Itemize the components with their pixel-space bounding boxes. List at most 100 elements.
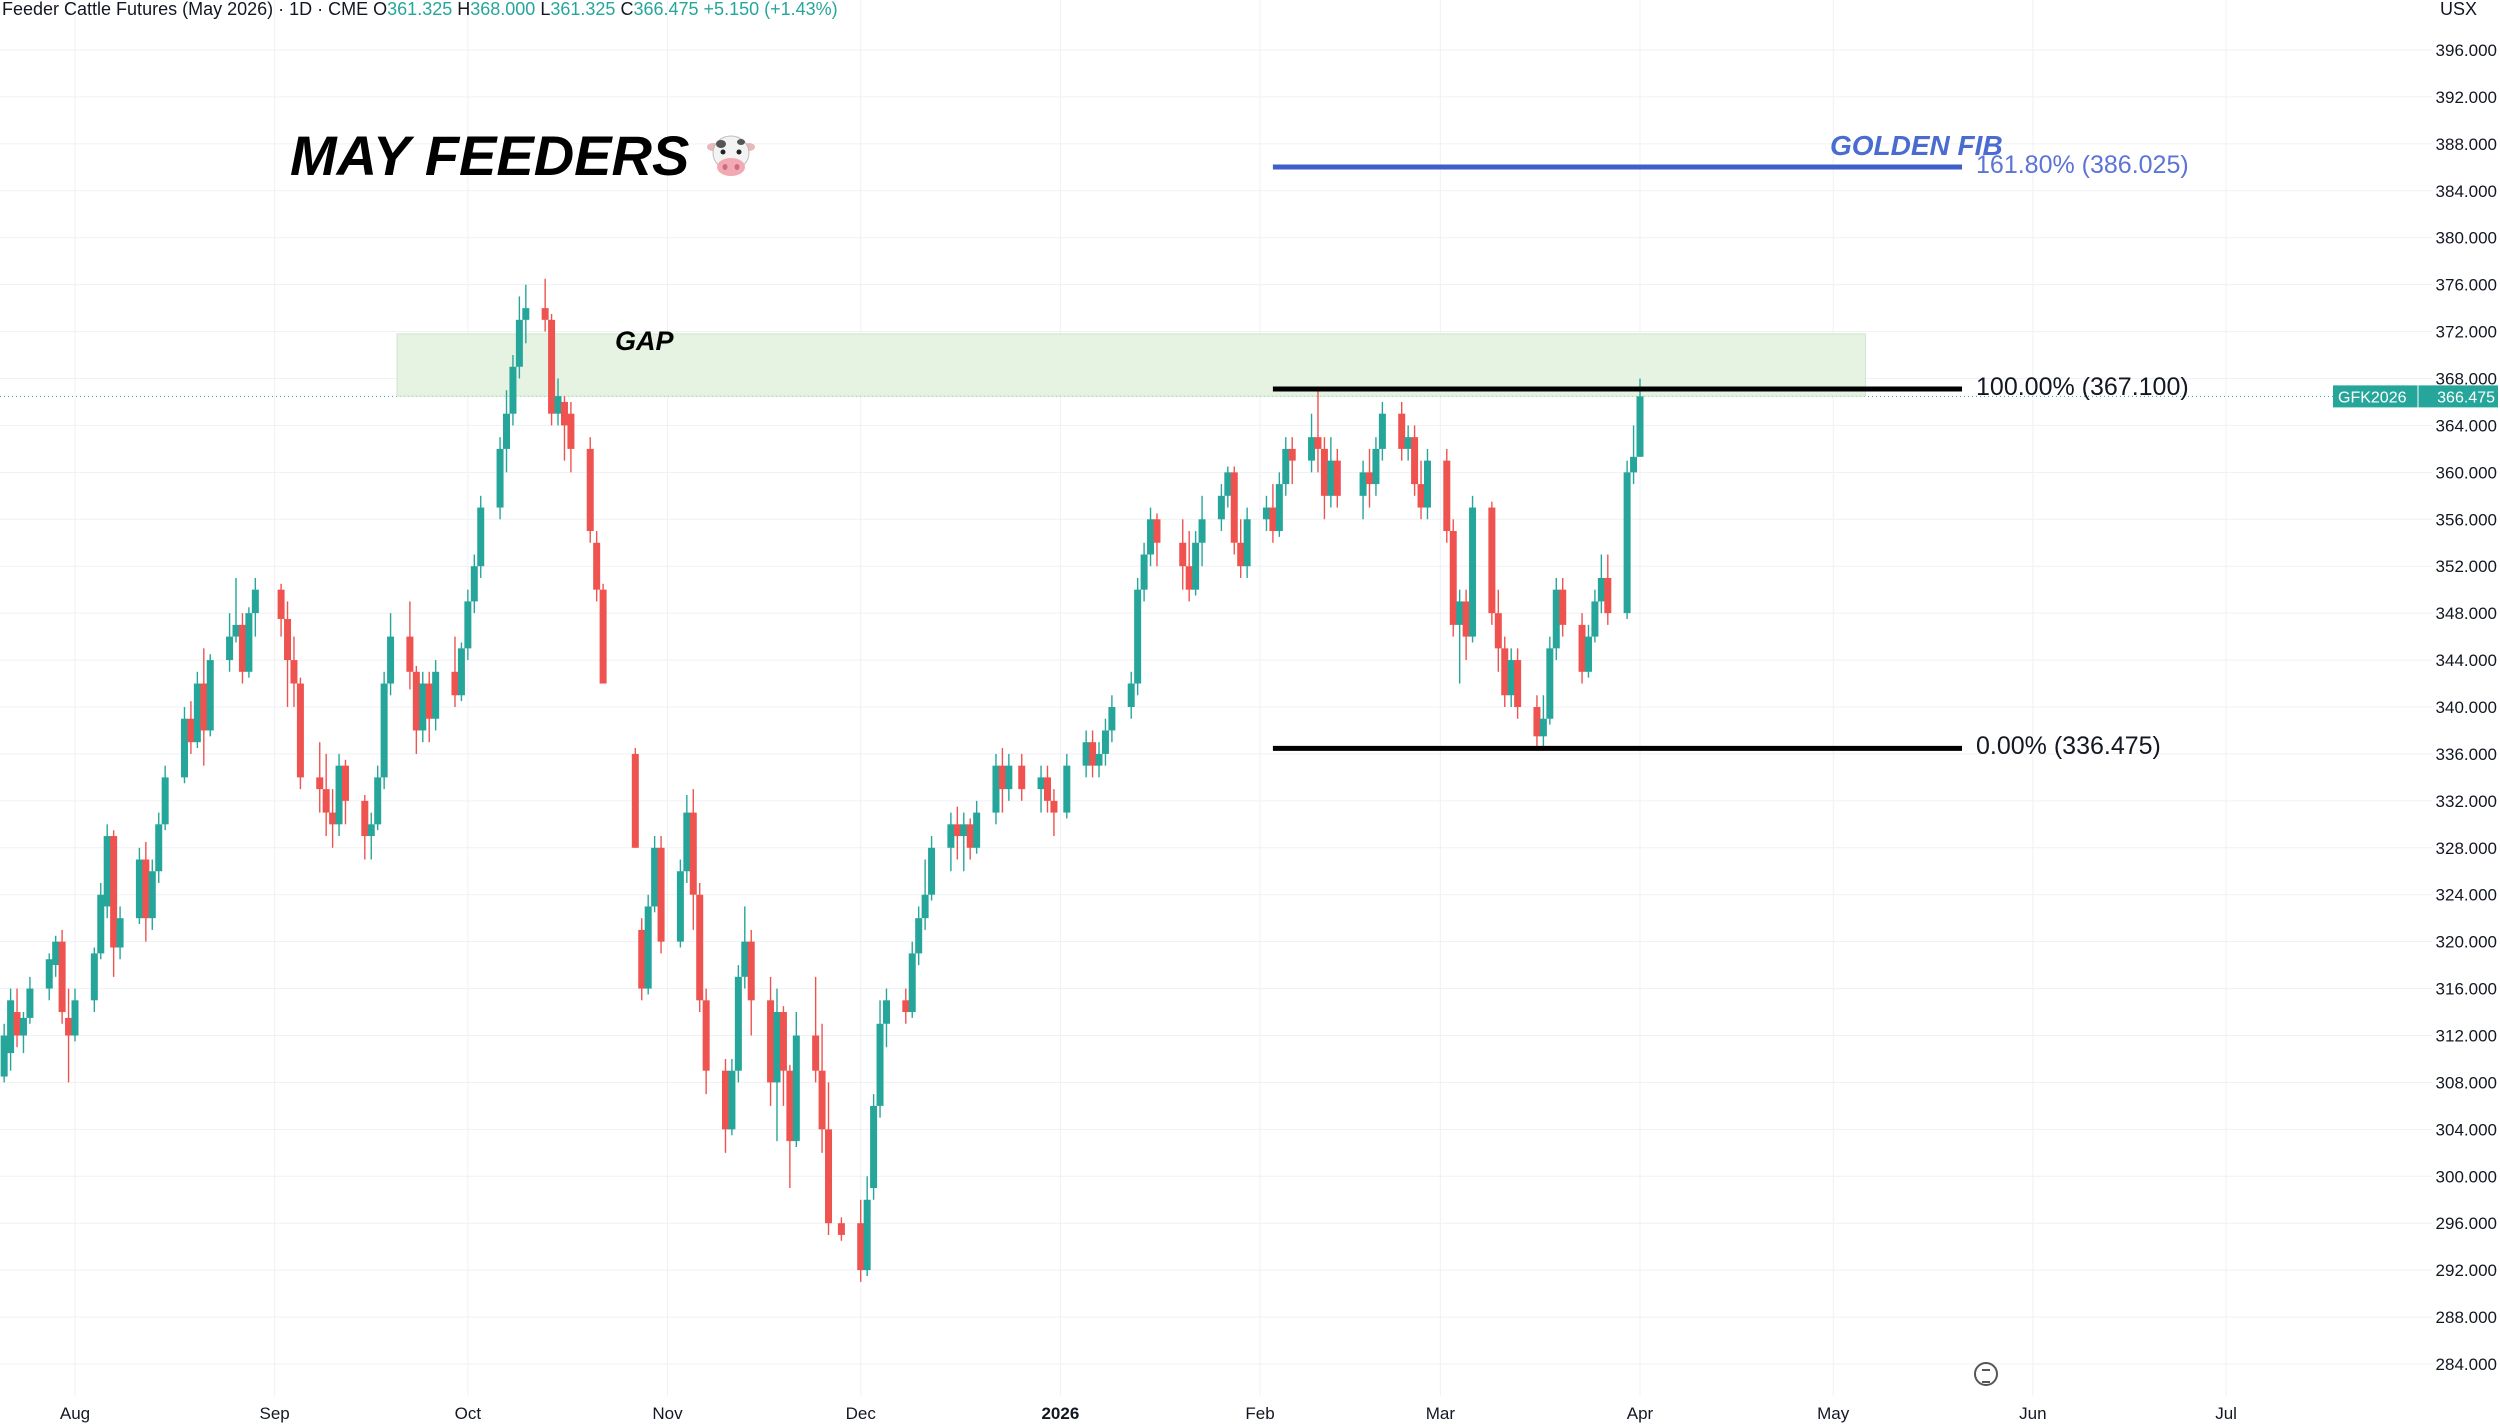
candle-body [90, 953, 98, 1001]
candle-body [432, 671, 440, 719]
candle-body [1320, 448, 1328, 496]
candle [876, 1000, 884, 1118]
candle-body [19, 1017, 27, 1036]
candle [7, 988, 15, 1071]
candle-body [863, 1199, 871, 1271]
candle-body [548, 319, 556, 414]
x-tick-label: Mar [1426, 1404, 1456, 1423]
candle [998, 748, 1006, 813]
grid-lines [0, 0, 2432, 1396]
y-tick-label: 300.000 [2436, 1167, 2497, 1186]
price-tag-price: 366.475 [2437, 389, 2495, 406]
candle [554, 378, 562, 426]
candle [477, 495, 485, 578]
candle-body [380, 683, 388, 778]
candle-body [1546, 648, 1554, 719]
candle-body [1462, 601, 1470, 637]
candle-body [998, 765, 1006, 790]
x-tick-label: May [1817, 1404, 1850, 1423]
candle [503, 390, 511, 473]
candle-body [464, 601, 472, 649]
candle-body [1501, 648, 1509, 696]
candle [135, 847, 143, 925]
candle [1327, 437, 1335, 508]
candle [1456, 589, 1464, 684]
candle-body [1578, 624, 1586, 672]
axes: 284.000 288.000 292.000 296.000 300.000 304.0… [60, 41, 2498, 1423]
currency-label[interactable]: USX [2440, 0, 2478, 19]
price-tag: GFK2026 366.475 [2333, 385, 2498, 408]
candle-body [554, 396, 562, 414]
candle [97, 882, 105, 960]
candle [155, 812, 163, 883]
candle-body [226, 636, 234, 661]
candle-body [1217, 495, 1225, 520]
candle [1185, 531, 1193, 602]
candle [1043, 765, 1051, 813]
candle [251, 577, 259, 637]
candle [451, 636, 459, 707]
candle [496, 437, 504, 520]
candle [1584, 624, 1592, 678]
candle-body [1630, 456, 1638, 473]
x-tick-label: Aug [60, 1404, 90, 1423]
candle-body [696, 894, 704, 1001]
candle-body [1423, 460, 1431, 508]
candle [1050, 789, 1058, 837]
candle-body [1411, 437, 1419, 485]
candle-body [728, 1070, 736, 1130]
candle-body [425, 683, 433, 719]
candle [747, 929, 755, 1036]
candle-body [902, 1000, 910, 1013]
candle-body [367, 824, 375, 837]
candle-body [251, 589, 259, 614]
golden-fib-label: GOLDEN FIB [1830, 130, 2003, 161]
candle-body [567, 413, 575, 449]
replay-icon[interactable] [1974, 1362, 1998, 1386]
candle [90, 947, 98, 1013]
candle [0, 1023, 8, 1083]
candle [541, 278, 549, 332]
gap-label: GAP [615, 326, 674, 356]
candle-body [316, 777, 324, 790]
annotation-zones [396, 333, 1866, 397]
candle-body [58, 941, 66, 1013]
candle [457, 642, 465, 702]
candle [110, 830, 118, 977]
candle-body [908, 953, 916, 1013]
candle-body [1333, 460, 1341, 496]
candle-body [1147, 519, 1155, 555]
candle-body [638, 929, 646, 989]
candle-body [206, 660, 214, 731]
candle [226, 613, 234, 672]
candle [1018, 753, 1026, 801]
y-tick-label: 324.000 [2436, 886, 2497, 905]
candle [1147, 507, 1155, 567]
candle-body [361, 800, 369, 837]
candle [599, 583, 607, 684]
candle-body [1494, 613, 1502, 649]
candle [1108, 695, 1116, 743]
candle [683, 794, 691, 883]
candle-body [657, 847, 665, 942]
candle [1404, 425, 1412, 461]
x-tick-label: Jul [2215, 1404, 2237, 1423]
candle [65, 988, 73, 1083]
candle [277, 583, 285, 637]
candle [470, 554, 478, 614]
candle-body [1507, 660, 1515, 696]
candle [1224, 466, 1232, 508]
candle [284, 601, 292, 707]
candle [1333, 448, 1341, 508]
candle [1507, 648, 1515, 707]
candle-body [915, 918, 923, 954]
candle-body [1230, 472, 1238, 543]
candle [1275, 472, 1283, 537]
candle-body [1153, 519, 1161, 543]
candle-body [1308, 437, 1316, 461]
candle-body [296, 683, 304, 778]
candle [825, 1082, 833, 1235]
y-tick-label: 308.000 [2436, 1073, 2497, 1092]
candle-body [721, 1070, 729, 1130]
